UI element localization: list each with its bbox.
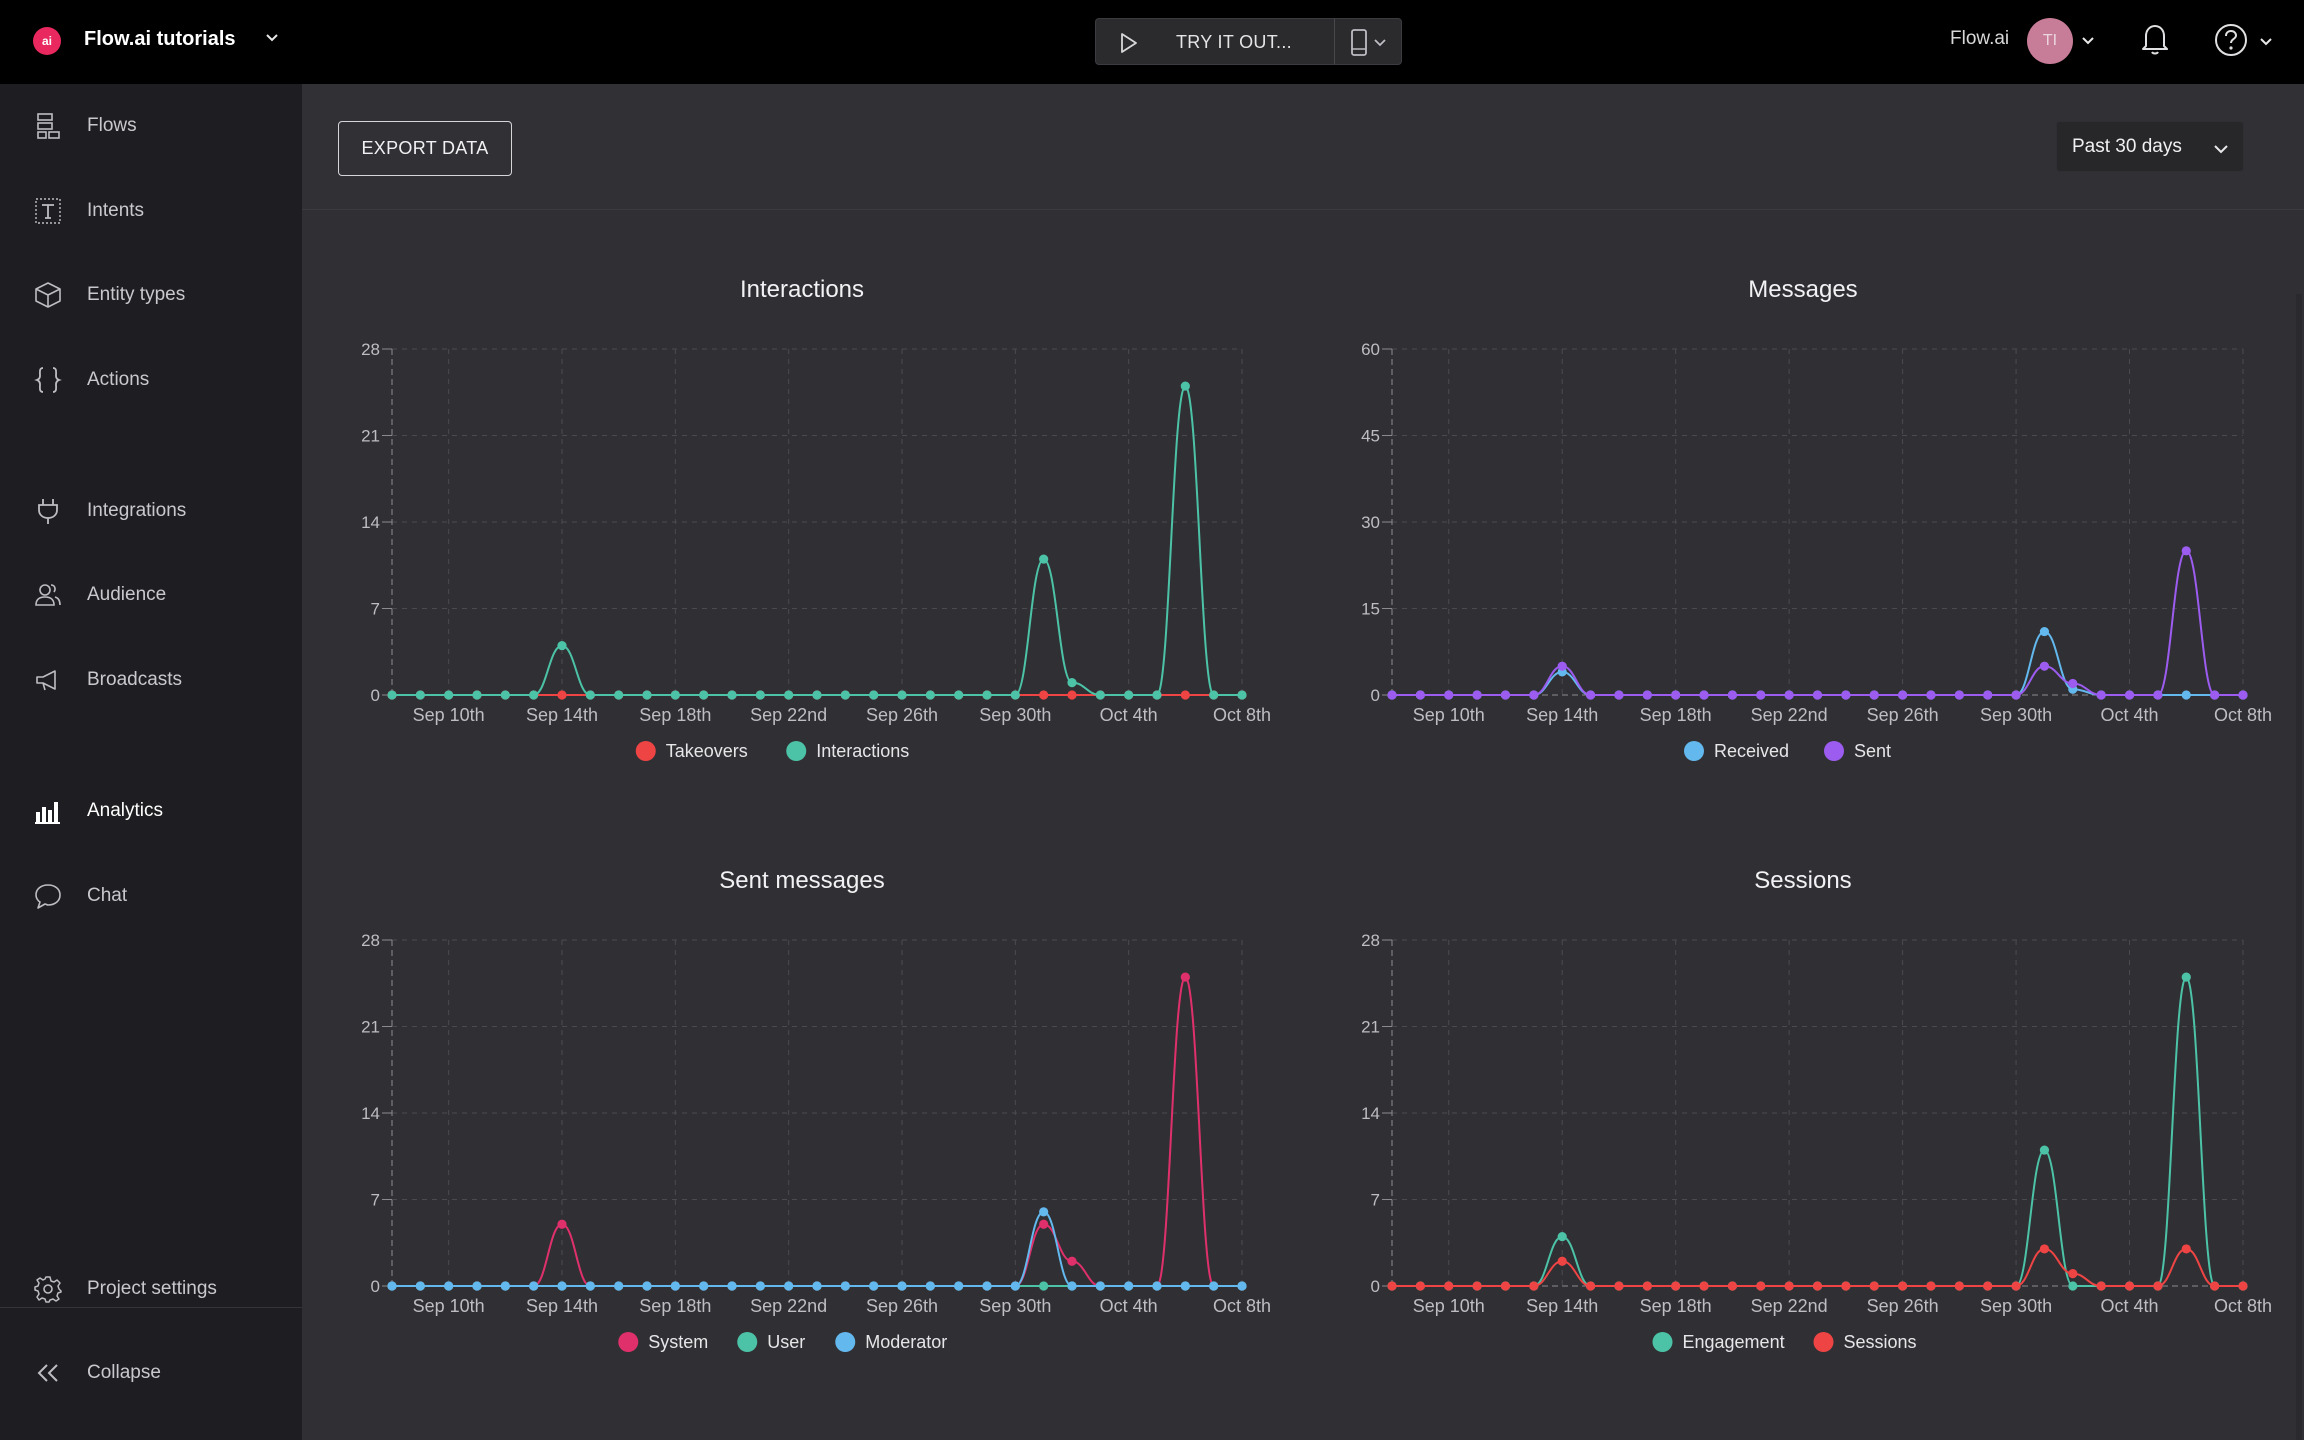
mobile-device-icon[interactable] <box>1348 29 1392 57</box>
sidebar-item-broadcasts[interactable]: Broadcasts <box>0 650 302 710</box>
bar-chart-icon <box>32 795 64 827</box>
double-chevron-left-icon <box>32 1357 64 1389</box>
export-data-button[interactable]: EXPORT DATA <box>338 121 512 176</box>
period-select[interactable]: Past 30 days <box>2056 121 2244 172</box>
sidebar-item-label: Analytics <box>87 800 164 821</box>
chevron-down-icon <box>2214 145 2228 154</box>
sidebar-item-label: Actions <box>87 369 150 390</box>
top-bar: ai Flow.ai tutorials TRY IT OUT... Flow.… <box>0 0 2304 84</box>
chat-bubble-icon <box>32 880 64 912</box>
try-divider <box>1334 19 1335 64</box>
sidebar-item-label: Collapse <box>87 1362 161 1383</box>
sidebar-divider <box>0 1307 302 1308</box>
avatar[interactable]: TI <box>2027 18 2073 64</box>
sidebar-item-entity-types[interactable]: Entity types <box>0 265 302 325</box>
plug-icon <box>32 495 64 527</box>
sidebar-item-actions[interactable]: Actions <box>0 350 302 410</box>
sidebar-item-label: Integrations <box>87 500 187 521</box>
sidebar-item-label: Entity types <box>87 284 186 305</box>
sidebar: Flows Intents Entity types Actions Integ… <box>0 84 302 1440</box>
sidebar-item-intents[interactable]: Intents <box>0 181 302 241</box>
megaphone-icon <box>32 664 64 696</box>
chevron-down-icon[interactable] <box>2258 34 2274 50</box>
collapse-button[interactable]: Collapse <box>0 1343 302 1403</box>
gear-icon <box>32 1273 64 1305</box>
sidebar-item-label: Flows <box>87 115 137 136</box>
sidebar-item-audience[interactable]: Audience <box>0 565 302 625</box>
sidebar-item-flows[interactable]: Flows <box>0 96 302 156</box>
project-name[interactable]: Flow.ai tutorials <box>84 28 236 50</box>
sidebar-item-label: Project settings <box>87 1278 217 1299</box>
help-icon[interactable] <box>2213 22 2249 58</box>
sidebar-item-integrations[interactable]: Integrations <box>0 481 302 541</box>
flow-ai-logo[interactable]: ai <box>33 27 61 55</box>
user-name[interactable]: Flow.ai <box>1950 28 2010 49</box>
bell-icon[interactable] <box>2140 22 2170 56</box>
chevron-down-icon[interactable] <box>2080 33 2096 49</box>
sidebar-item-label: Intents <box>87 200 145 221</box>
chevron-down-icon[interactable] <box>264 30 280 46</box>
sidebar-item-chat[interactable]: Chat <box>0 866 302 926</box>
period-select-value: Past 30 days <box>2072 136 2182 157</box>
sidebar-item-label: Broadcasts <box>87 669 183 690</box>
intents-icon <box>32 195 64 227</box>
actions-icon <box>32 364 64 396</box>
sidebar-item-label: Chat <box>87 885 128 906</box>
try-it-out-button[interactable]: TRY IT OUT... <box>1176 32 1292 52</box>
flows-icon <box>32 110 64 142</box>
main-content: EXPORT DATA Past 30 days <box>302 84 2304 1440</box>
try-it-out-control: TRY IT OUT... <box>1095 18 1402 65</box>
entity-types-icon <box>32 279 64 311</box>
sidebar-item-analytics[interactable]: Analytics <box>0 781 302 841</box>
audience-icon <box>32 579 64 611</box>
play-icon[interactable] <box>1116 31 1140 55</box>
analytics-toolbar: EXPORT DATA Past 30 days <box>302 84 2304 210</box>
sidebar-item-project-settings[interactable]: Project settings <box>0 1259 302 1319</box>
scrollbar[interactable] <box>2296 294 2302 1440</box>
sidebar-item-label: Audience <box>87 584 167 605</box>
